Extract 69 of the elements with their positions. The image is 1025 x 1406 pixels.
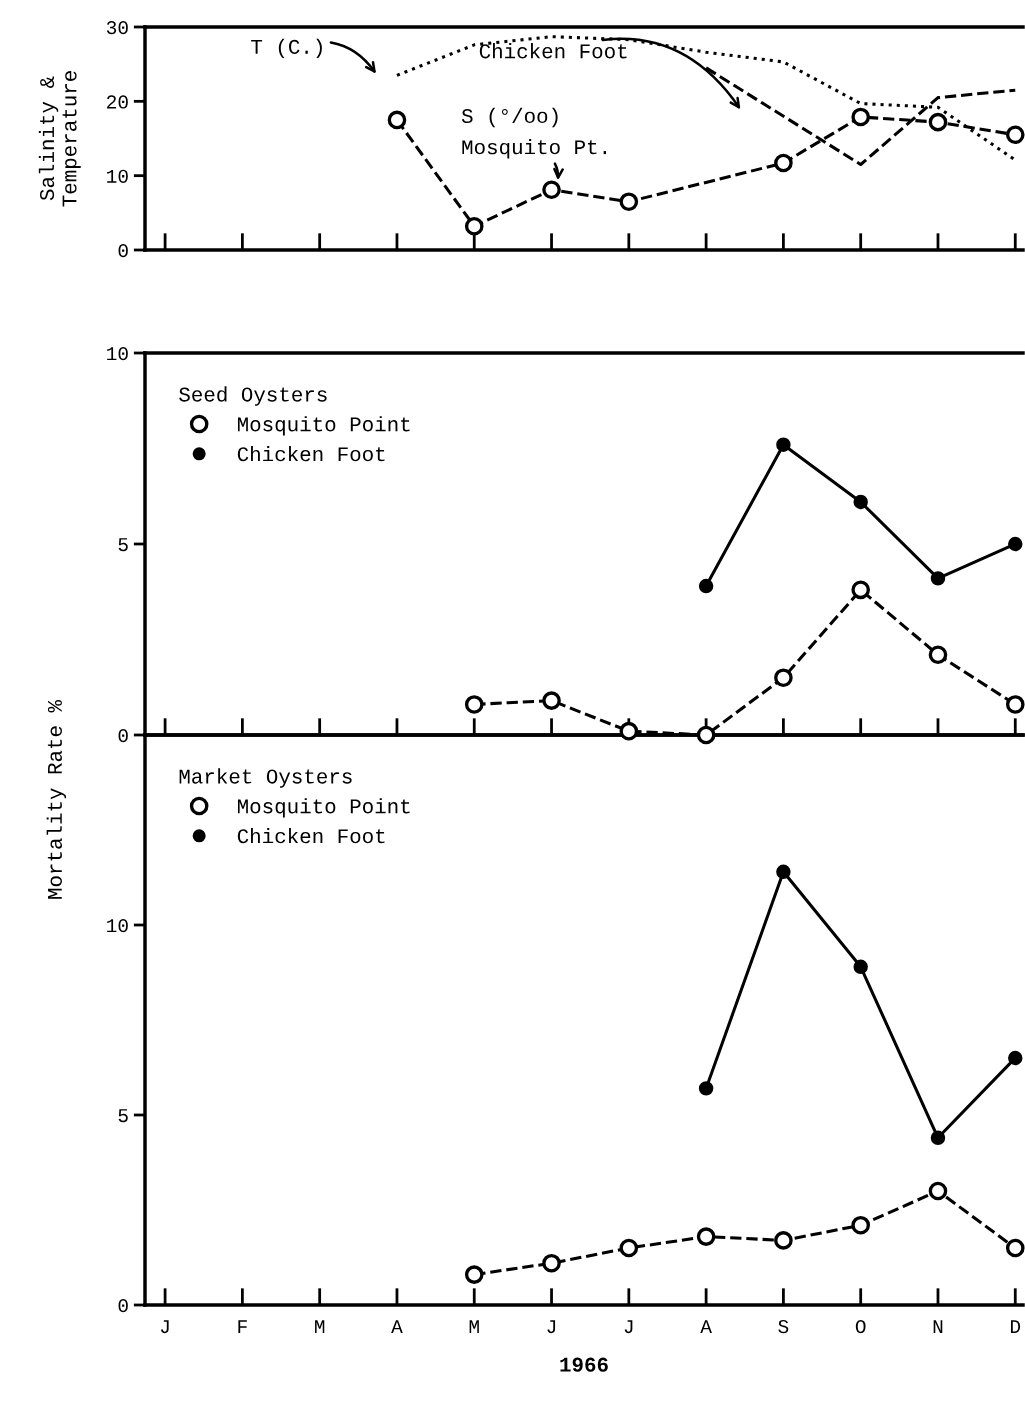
y-axis-title: Salinity & Temperature: [38, 71, 81, 207]
point: [930, 1130, 946, 1146]
x-tick-label: A: [391, 1320, 403, 1333]
point: [464, 1265, 484, 1284]
y-tick-label: 5: [118, 1109, 128, 1123]
y-tick-label: 10: [107, 169, 128, 183]
point: [696, 1227, 716, 1246]
y-tick-label: 20: [107, 95, 128, 109]
point: [619, 1238, 639, 1258]
point: [1005, 1238, 1025, 1258]
annotation: T (C.): [251, 38, 322, 59]
y-tick-label: 10: [107, 919, 128, 933]
point: [776, 864, 791, 880]
x-tick-label: D: [1010, 1320, 1021, 1333]
x-tick-label: J: [547, 1320, 556, 1334]
legend-label: Mosquito Point: [237, 798, 410, 818]
point: [619, 721, 639, 741]
y-tick-label: 0: [118, 244, 128, 258]
x-axis-title: 1966: [560, 1357, 608, 1372]
annotation: S (°/oo): [461, 107, 558, 128]
legend-title: Seed Oysters: [179, 386, 327, 406]
point: [853, 494, 868, 510]
point: [542, 1253, 561, 1273]
point: [928, 112, 948, 132]
point: [851, 1215, 870, 1235]
point: [464, 695, 484, 714]
x-tick-label: F: [238, 1320, 247, 1333]
point: [542, 180, 561, 200]
annotation: Chicken Foot: [479, 43, 627, 59]
y-tick-label: 0: [118, 1299, 128, 1313]
point: [387, 110, 407, 130]
point: [1008, 536, 1023, 552]
point: [928, 645, 948, 665]
point: [853, 959, 868, 975]
x-tick-label: O: [855, 1319, 866, 1334]
point: [1005, 695, 1025, 714]
y-axis-title: Mortality Rate %: [46, 699, 67, 899]
annotation: Mosquito Pt.: [462, 139, 607, 159]
point: [698, 578, 714, 594]
point: [851, 107, 870, 127]
point: [928, 1181, 948, 1201]
point: [851, 580, 870, 600]
x-tick-label: J: [624, 1320, 633, 1334]
x-tick-label: N: [933, 1320, 943, 1333]
x-tick-label: A: [700, 1320, 712, 1333]
x-tick-label: S: [778, 1319, 789, 1334]
y-tick-label: 30: [106, 21, 128, 35]
point: [776, 437, 791, 452]
point: [1005, 125, 1025, 145]
legend-title: Market Oysters: [179, 768, 352, 788]
point: [1008, 1050, 1023, 1066]
point: [698, 1081, 714, 1096]
point: [542, 691, 561, 710]
x-tick-label: M: [315, 1320, 325, 1333]
y-tick-label: 0: [118, 729, 128, 743]
x-tick-label: M: [469, 1320, 479, 1333]
legend-label: Chicken Foot: [237, 446, 385, 462]
point: [774, 153, 793, 173]
y-tick-label: 5: [118, 538, 128, 552]
x-tick-label: J: [160, 1320, 169, 1334]
point: [696, 725, 716, 745]
point: [464, 216, 484, 236]
point: [619, 192, 639, 211]
legend-label: Mosquito Point: [237, 416, 410, 436]
legend-label: Chicken Foot: [237, 828, 385, 844]
point: [930, 571, 946, 586]
point: [774, 1231, 793, 1250]
y-tick-label: 10: [107, 347, 128, 361]
point: [774, 668, 793, 688]
